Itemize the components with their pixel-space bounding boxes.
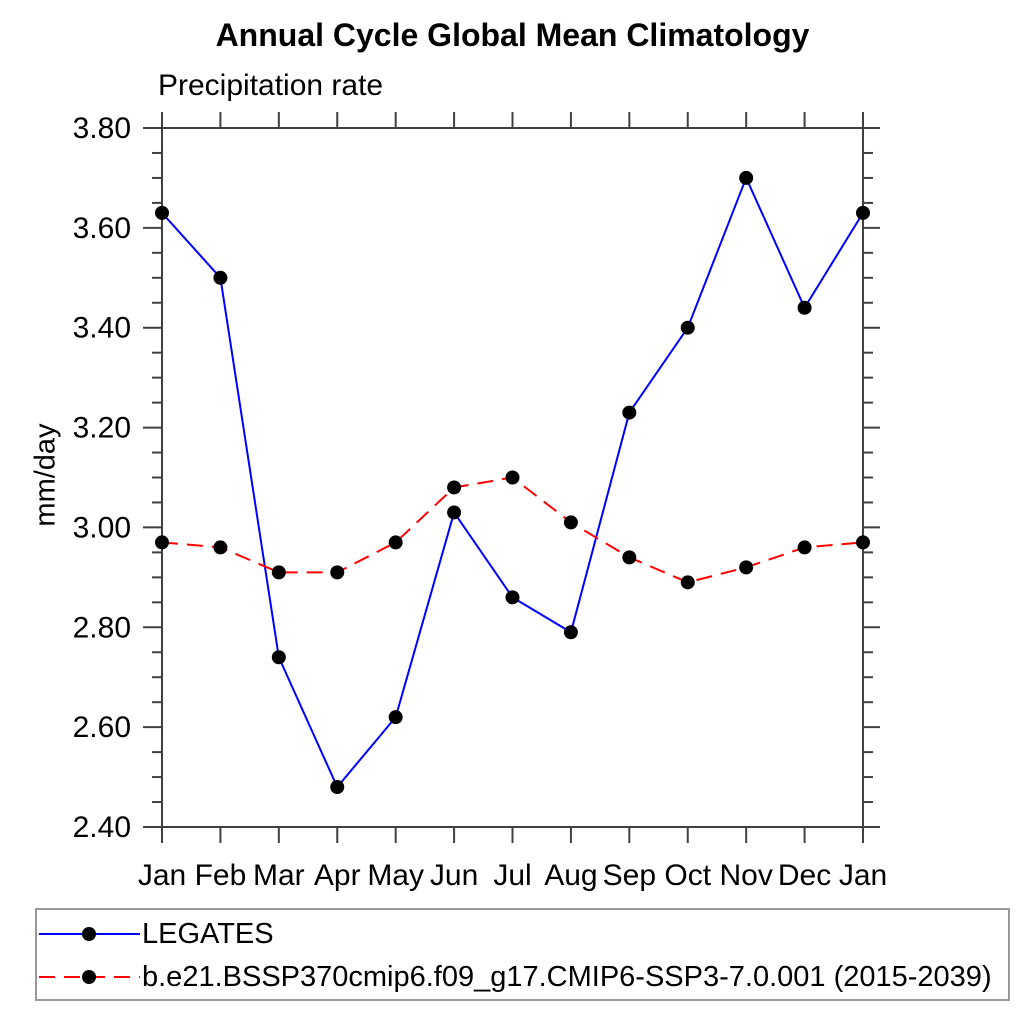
data-point-legates: [622, 405, 637, 420]
x-tick-label: Oct: [664, 859, 711, 892]
data-point-legates: [563, 625, 578, 640]
data-point-model: [388, 535, 403, 550]
x-tick-label: Aug: [544, 859, 597, 892]
x-tick-label: Nov: [719, 859, 772, 892]
data-point-model: [680, 575, 695, 590]
legend-entry-legates: LEGATES: [37, 913, 1008, 956]
x-tick-label: Feb: [195, 859, 247, 892]
y-tick-label: 2.60: [73, 711, 131, 744]
data-point-legates: [680, 320, 695, 335]
legend-entry-label: b.e21.BSSP370cmip6.f09_g17.CMIP6-SSP3-7.…: [142, 960, 992, 993]
x-tick-label: Jun: [430, 859, 478, 892]
data-point-model: [856, 535, 870, 550]
y-tick-label: 3.20: [73, 412, 131, 445]
data-point-model: [797, 540, 812, 555]
data-point-legates: [271, 650, 286, 665]
x-tick-label: Apr: [314, 859, 361, 892]
y-tick-label: 3.00: [73, 511, 131, 544]
data-point-model: [447, 480, 462, 495]
data-point-model: [505, 470, 520, 485]
data-point-legates: [739, 170, 754, 185]
legend-line-sample-legates: [39, 927, 140, 941]
x-tick-label: Jul: [493, 859, 531, 892]
data-point-model: [213, 540, 228, 555]
data-point-legates: [505, 590, 520, 605]
series-line-model: [161, 476, 864, 584]
data-point-legates: [155, 205, 169, 220]
legend-entry-label: LEGATES: [142, 917, 274, 950]
y-tick-label: 3.40: [73, 312, 131, 345]
x-tick-label: Jan: [138, 859, 186, 892]
y-tick-label: 3.80: [73, 112, 131, 145]
data-point-model: [271, 565, 286, 580]
legend-entry-model: b.e21.BSSP370cmip6.f09_g17.CMIP6-SSP3-7.…: [37, 956, 1008, 999]
data-point-legates: [856, 205, 870, 220]
data-point-legates: [213, 270, 228, 285]
legend-sample-marker-icon: [82, 970, 96, 984]
x-tick-label: Dec: [778, 859, 831, 892]
data-point-model: [330, 565, 345, 580]
data-point-model: [622, 550, 637, 565]
y-tick-label: 3.60: [73, 212, 131, 245]
data-point-legates: [797, 300, 812, 315]
data-point-legates: [447, 505, 462, 520]
x-tick-label: Jan: [839, 859, 887, 892]
x-tick-label: May: [367, 859, 424, 892]
data-point-legates: [388, 710, 403, 725]
x-tick-label: Sep: [603, 859, 656, 892]
y-tick-label: 2.80: [73, 611, 131, 644]
legend-sample-marker-icon: [82, 927, 96, 941]
data-point-model: [563, 515, 578, 530]
legend-box: LEGATES b.e21.BSSP370cmip6.f09_g17.CMIP6-…: [35, 908, 1010, 1001]
data-point-model: [155, 535, 169, 550]
legend-line-sample-model: [39, 970, 140, 984]
data-point-model: [739, 560, 754, 575]
x-tick-label: Mar: [253, 859, 305, 892]
y-tick-label: 2.40: [73, 811, 131, 844]
data-point-legates: [330, 780, 345, 795]
chart-title: Annual Cycle Global Mean Climatology: [215, 17, 810, 53]
chart-subtitle: Precipitation rate: [158, 69, 384, 102]
